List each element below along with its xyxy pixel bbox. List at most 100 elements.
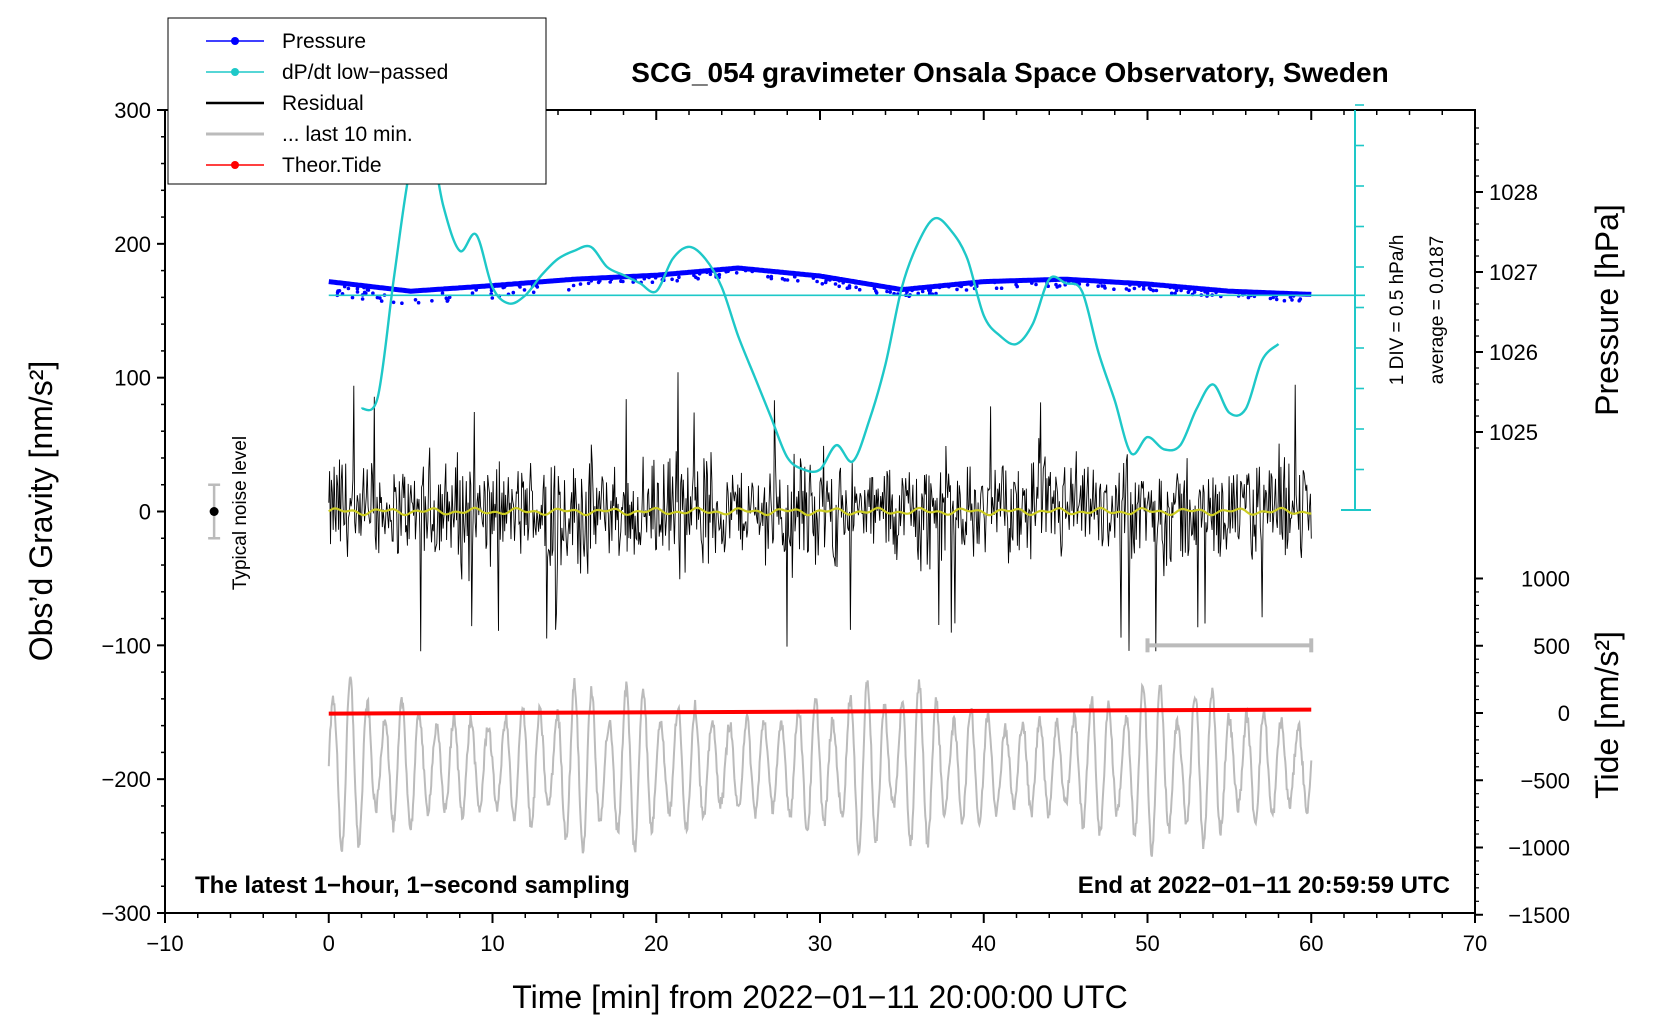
pressure-point [531,290,536,295]
pressure-point [916,291,920,296]
pressure-point [1074,279,1079,284]
y-tick-label: −200 [101,767,151,792]
pressure-point [1171,285,1176,289]
noise-level-label: Typical noise level [230,436,251,590]
pressure-point [999,286,1004,291]
pressure-point [766,270,771,274]
pressure-point [470,291,475,295]
y-axis-title-tide: Tide [nm/s²] [1589,631,1625,799]
pressure-point [1199,288,1204,293]
pressure-point [925,285,929,290]
pressure-point [571,283,576,288]
pressure-point [567,288,571,292]
pressure-point [522,288,527,292]
pressure-point [885,289,889,294]
pressure-point [1169,291,1174,296]
tide-tick-label: −1000 [1508,836,1570,861]
legend-box [167,17,547,185]
pressure-point [342,284,347,289]
pressure-point [345,282,350,287]
pressure-point [1298,297,1303,301]
x-tick-label: 30 [808,931,832,956]
pressure-point [874,289,878,293]
pressure-point [675,278,679,283]
pressure-point [857,287,862,292]
pressure-point [355,290,360,294]
pressure-point [1132,286,1137,291]
pressure-point [957,283,962,288]
pressure-point [650,280,655,285]
pressure-point [445,299,450,303]
legend-swatch-marker [231,37,239,45]
tide-tick-label: 500 [1533,634,1570,659]
pressure-point [854,285,858,290]
residual-series [328,372,1312,652]
pressure-point [1192,290,1197,294]
pressure-point [832,277,836,282]
legend-swatch-marker [231,68,239,76]
pressure-point [919,286,924,291]
last-10-min-line [327,676,1313,857]
pressure-point [1246,295,1251,300]
axis-ticks: −10 0 10 20 30 40 50 60 703002001000−100−200−300… [101,98,1570,956]
pressure-tick-label: 1027 [1489,260,1538,285]
pressure-point [905,290,909,294]
pressure-point [1186,290,1191,295]
pressure-point [811,276,816,280]
pressure-point [1102,284,1107,288]
pressure-point [1030,281,1034,285]
pressure-point [1015,284,1019,289]
pressure-point [708,272,713,277]
pressure-point [1124,287,1129,291]
noise-level-marker [208,483,221,540]
pressure-point [1271,295,1275,300]
pressure-point [1290,298,1294,302]
pressure-point [714,268,719,273]
pressure-point [837,284,841,289]
pressure-point [1142,284,1146,289]
x-tick-label: −10 [146,931,183,956]
pressure-point [391,300,396,305]
pressure-point [1034,282,1038,287]
pressure-point [609,277,614,282]
pressure-point [947,284,951,289]
pressure-point [1137,284,1142,288]
pressure-point [597,278,602,282]
pressure-point [1268,296,1273,301]
pressure-point [636,274,641,279]
pressure-point [1109,280,1113,285]
pressure-point [384,286,389,291]
pressure-point [400,301,404,306]
dpdt-series [328,126,1365,474]
pressure-point [647,275,651,280]
pressure-point [1033,278,1038,283]
pressure-point [739,266,743,271]
pressure-point [696,276,700,281]
x-tick-label: 10 [480,931,504,956]
pressure-point [379,299,384,303]
pressure-point [578,282,583,286]
pressure-point [766,274,770,279]
pressure-point [853,281,858,285]
tide-tick-label: 0 [1558,701,1570,726]
y-tick-label: 300 [114,98,151,123]
pressure-point [1083,278,1087,283]
pressure-point [416,300,421,305]
pressure-point [1151,283,1155,288]
pressure-point [847,285,852,290]
legend-label: dP/dt low−passed [282,61,448,84]
pressure-point [1212,288,1216,293]
pressure-point [1098,280,1103,285]
y-tick-label: 0 [139,500,151,525]
pressure-point [474,288,479,292]
pressure-tick-label: 1026 [1489,340,1538,365]
y-tick-label: 200 [114,232,151,257]
pressure-point [969,283,973,287]
y-axis-title-left: Obs’d Gravity [nm/s²] [23,361,59,662]
x-tick-label: 60 [1299,931,1323,956]
pressure-point [490,296,495,300]
pressure-point [336,289,340,293]
pressure-point [833,282,838,286]
dpdt-average-label: average = 0.0187 [1427,236,1448,384]
